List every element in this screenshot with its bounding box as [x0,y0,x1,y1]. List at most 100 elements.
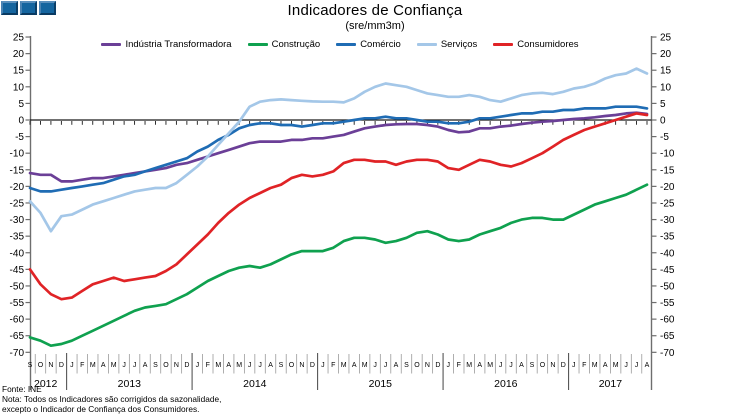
y-axis-label-right: 5 [660,99,666,110]
x-axis-month-label: S [28,362,33,369]
x-axis-month-label: J [624,362,628,369]
x-axis-month-label: D [184,362,189,369]
legend-label: Comércio [360,39,401,50]
x-axis-month-label: O [540,362,546,369]
x-axis-month-label: A [352,362,357,369]
x-axis-month-label: D [310,362,315,369]
y-axis-label-left: -55 [10,298,25,309]
x-axis-month-label: S [404,362,409,369]
x-axis-month-label: J [572,362,576,369]
x-axis-month-label: F [80,362,84,369]
legend-swatch-icon [336,42,357,47]
chart-footer: Fonte: INE Nota: Todos os Indicadores sã… [2,384,221,414]
x-axis-month-label: A [268,362,273,369]
y-axis-label-right: 20 [660,49,672,60]
series-line-com-rcio [28,105,649,193]
x-axis-month-label: F [331,362,335,369]
x-axis-month-label: N [174,362,179,369]
x-axis-month-label: F [206,362,210,369]
y-axis-label-right: -40 [660,248,675,259]
y-axis-label-left: -50 [10,281,25,292]
y-axis-label-left: -30 [10,215,25,226]
y-axis-label-right: -20 [660,182,675,193]
footnote-line-1: Nota: Todos os Indicadores são corrigido… [2,394,222,404]
y-axis-label-right: -25 [660,198,675,209]
y-axis-label-right: -10 [660,149,675,160]
chart-subtitle: (sre/mm3m) [345,20,405,32]
y-axis-label-right: -5 [660,132,669,143]
x-axis-month-label: M [466,362,472,369]
x-axis-month-label: J [499,362,503,369]
x-axis-month-label: J [133,362,137,369]
x-axis-month-label: N [48,362,53,369]
y-axis-label-left: -10 [10,149,25,160]
x-axis-month-label: N [550,362,555,369]
logo-square-icon [39,1,56,15]
y-axis-label-left: 0 [18,116,24,127]
x-axis-month-label: M [362,362,368,369]
x-axis-month-label: J [321,362,325,369]
y-axis-label-left: -70 [10,348,25,359]
x-axis-month-label: O [163,362,169,369]
legend-item-5: Consumidores [493,39,579,50]
y-axis-label-left: 15 [13,66,25,77]
x-axis-month-label: M [111,362,117,369]
x-axis-month-label: J [509,362,513,369]
x-axis-month-label: A [143,362,148,369]
y-axis-label-right: 10 [660,82,672,93]
x-axis-month-label: M [90,362,96,369]
legend-label: Construção [271,39,321,50]
x-axis-month-label: M [341,362,347,369]
x-axis-month-label: M [592,362,598,369]
x-axis-year-label: 2013 [118,378,142,390]
y-axis-label-left: 10 [13,82,25,93]
y-axis-label-left: -15 [10,165,25,176]
x-axis-month-label: D [435,362,440,369]
x-axis-month-label: J [196,362,200,369]
x-axis-month-label: D [561,362,566,369]
y-axis-label-right: 15 [660,66,672,77]
y-axis-label-right: 0 [660,116,666,127]
source-note: Fonte: INE [2,384,42,394]
x-axis-month-label: A [394,362,399,369]
x-axis-month-label: N [299,362,304,369]
x-axis-month-label: A [226,362,231,369]
y-axis-label-left: -45 [10,265,25,276]
x-axis-year-label: 2017 [599,378,623,390]
legend-label: Serviços [440,39,478,50]
x-axis-month-label: O [289,362,295,369]
y-axis-label-left: -25 [10,198,25,209]
x-axis-month-label: D [59,362,64,369]
y-axis-label-right: -30 [660,215,675,226]
legend-item-4: Serviços [416,39,478,50]
footnote-line-2: excepto o Indicador de Confiança dos Con… [2,404,200,414]
y-axis-label-right: -50 [660,281,675,292]
legend-item-3: Comércio [336,39,401,50]
x-axis-month-label: J [384,362,388,369]
legend-label: Indústria Transformadora [125,39,232,50]
legend-item-1: Indústria Transformadora [101,39,232,50]
y-axis-label-right: -70 [660,348,675,359]
legend-swatch-icon [247,42,268,47]
logo-square-icon [1,1,18,15]
x-axis-year-label: 2016 [494,378,518,390]
y-axis-label-right: -55 [660,298,675,309]
x-axis-month-label: J [447,362,451,369]
y-axis-label-right: -65 [660,331,675,342]
series-line-constru-o [28,183,649,348]
x-axis-month-label: F [457,362,461,369]
x-axis-month-label: M [487,362,493,369]
x-axis-month-label: J [635,362,639,369]
x-axis-month-label: A [519,362,524,369]
x-axis-month-label: N [425,362,430,369]
y-axis-label-right: 25 [660,33,672,44]
y-axis-label-left: -60 [10,315,25,326]
x-axis-month-label: J [122,362,126,369]
legend-swatch-icon [493,42,514,47]
y-axis-label-right: -60 [660,315,675,326]
y-axis-label-left: -65 [10,331,25,342]
x-axis-month-label: O [38,362,44,369]
x-axis-month-label: M [215,362,221,369]
